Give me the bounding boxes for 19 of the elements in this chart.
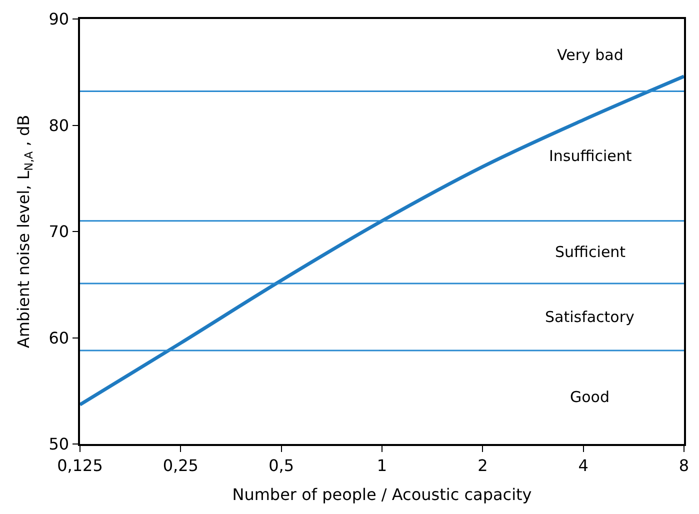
annotation: Sufficient (555, 243, 626, 261)
x-tick-label: 0,25 (162, 456, 198, 475)
x-tick-label: 1 (376, 456, 388, 475)
y-tick-label: 60 (48, 328, 70, 348)
x-tick-label: 4 (578, 456, 588, 475)
x-tick-label: 0,125 (57, 456, 103, 475)
annotation: Insufficient (549, 147, 632, 165)
y-tick-label: 70 (48, 222, 70, 242)
x-tick-label: 0,5 (268, 456, 294, 475)
y-tick-label: 50 (48, 434, 70, 454)
line-series (80, 74, 684, 406)
annotation: Good (570, 388, 610, 406)
annotation: Very bad (557, 46, 624, 64)
y-tick-label: 90 (48, 10, 70, 29)
annotation: Satisfactory (545, 308, 635, 326)
x-tick-label: 2 (478, 456, 488, 475)
x-tick-label: 8 (678, 456, 690, 475)
y-tick-label: 80 (48, 116, 70, 135)
x-axis-title: Number of people / Acoustic capacity (232, 485, 532, 504)
